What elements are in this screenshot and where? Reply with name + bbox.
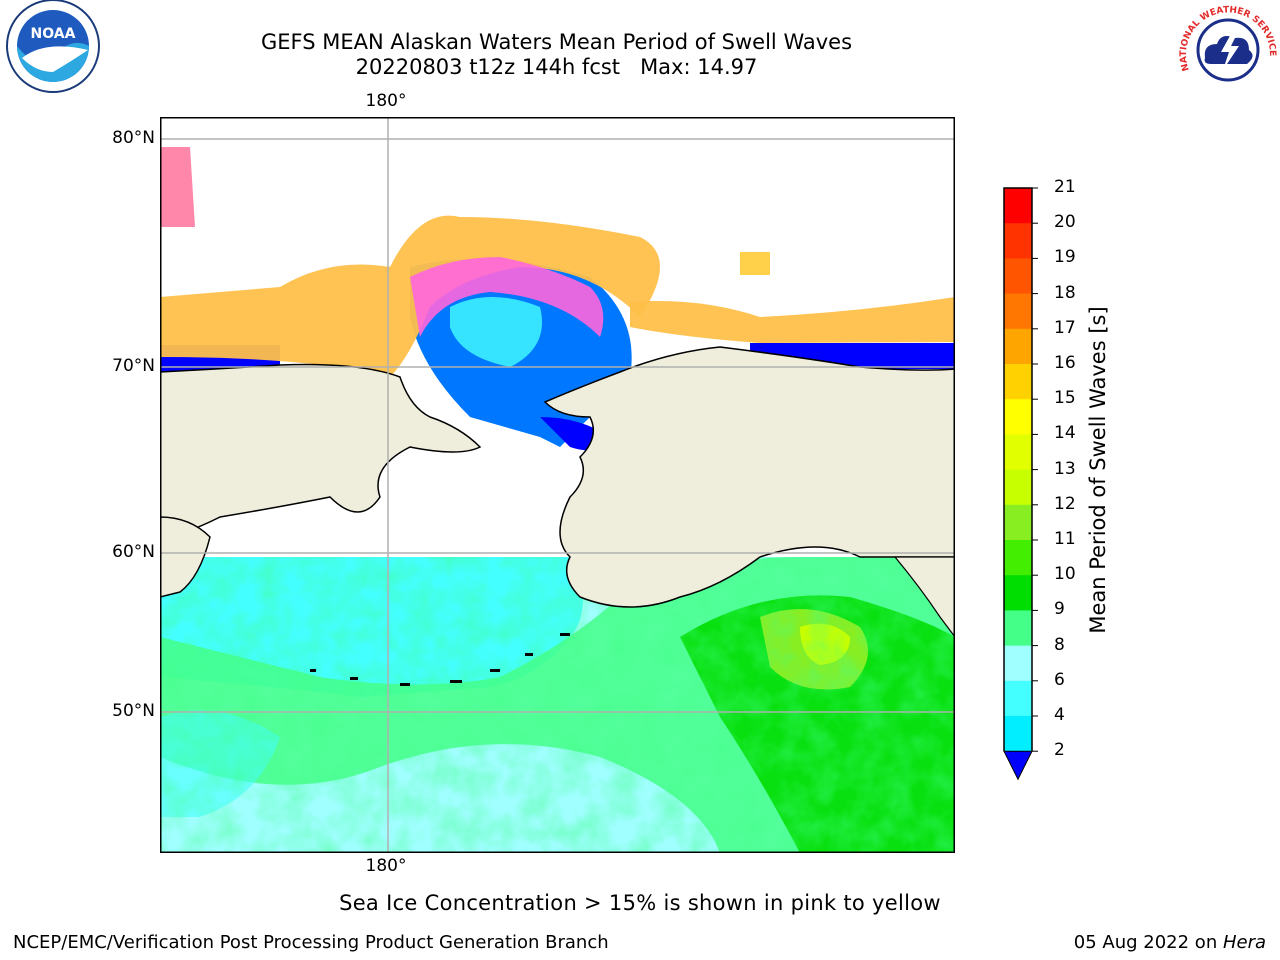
noaa-logo-text: NOAA — [31, 26, 76, 42]
land-kamchatka-coast — [159, 516, 211, 598]
colorbar-tick-label: 19 — [1054, 247, 1076, 268]
colorbar-tick-label: 9 — [1054, 599, 1065, 620]
nws-logo-icon: NATIONAL WEATHER SERVICE — [1175, 0, 1280, 106]
colorbar-swatch — [1004, 364, 1032, 400]
swell-texture — [160, 557, 955, 853]
colorbar-tick-label: 15 — [1054, 388, 1076, 409]
colorbar-svg — [1003, 187, 1038, 781]
noaa-logo-icon: NOAA — [0, 0, 106, 106]
footer-date: 05 Aug 2022 on Hera — [1074, 932, 1266, 953]
map-gridlines — [160, 117, 955, 853]
footer-machine: Hera — [1222, 932, 1266, 953]
colorbar-under-arrow — [1003, 750, 1033, 781]
colorbar-tick-label: 10 — [1054, 564, 1076, 585]
colorbar-tick-label: 12 — [1054, 493, 1076, 514]
map-panel — [159, 117, 956, 853]
colorbar-swatch — [1004, 504, 1032, 541]
colorbar-tick-label: 18 — [1054, 282, 1076, 303]
lat-label-60: 60°N — [112, 542, 155, 562]
colorbar-swatch — [1004, 188, 1032, 224]
colorbar-swatch — [1004, 293, 1032, 330]
colorbar-tick-label: 21 — [1054, 177, 1076, 197]
colorbar-swatch — [1004, 434, 1032, 471]
sea-ice-orange — [160, 215, 660, 377]
colorbar-tick-label: 8 — [1054, 634, 1065, 655]
colorbar-swatch — [1004, 223, 1032, 259]
colorbar-tick-label: 16 — [1054, 353, 1076, 373]
footer-branch: NCEP/EMC/Verification Post Processing Pr… — [13, 932, 609, 953]
colorbar-label: Mean Period of Swell Waves [s] — [1086, 306, 1110, 634]
colorbar-swatch — [1004, 645, 1032, 682]
colorbar-swatch — [1004, 540, 1032, 576]
colorbar-tick-label: 17 — [1054, 317, 1076, 338]
lon-label-top: 180° — [365, 91, 407, 111]
chart-title: GEFS MEAN Alaskan Waters Mean Period of … — [260, 30, 853, 54]
colorbar-swatch — [1004, 680, 1032, 717]
sea-ice-caption: Sea Ice Concentration > 15% is shown in … — [339, 891, 941, 915]
colorbar-tick-label: 13 — [1054, 458, 1076, 479]
sea-ice-beaufort — [630, 297, 955, 343]
colorbar — [1000, 186, 1050, 786]
sea-ice-pink — [410, 257, 604, 337]
colorbar-tick-label: 14 — [1054, 423, 1076, 444]
footer-date-text: 05 Aug 2022 on — [1073, 932, 1223, 953]
lat-label-80: 80°N — [112, 128, 155, 148]
colorbar-swatch — [1004, 328, 1032, 365]
colorbar-swatch — [1004, 716, 1032, 752]
land-bc-coast — [893, 556, 956, 639]
colorbar-tick-label: 11 — [1054, 529, 1076, 549]
lat-label-70: 70°N — [112, 356, 155, 376]
colorbar-swatch — [1004, 469, 1032, 506]
sea-ice-patch — [740, 252, 770, 275]
lon-label-bottom: 180° — [365, 856, 407, 876]
colorbar-tick-label: 2 — [1054, 740, 1065, 761]
land-alaska — [543, 346, 956, 608]
colorbar-tick-label: 6 — [1054, 669, 1065, 690]
map-frame — [160, 117, 955, 853]
colorbar-tick-label: 20 — [1054, 212, 1076, 233]
land-chukotka — [159, 363, 482, 538]
chart-subtitle: 20220803 t12z 144h fcst Max: 14.97 — [355, 55, 758, 79]
colorbar-tick-label: 4 — [1054, 705, 1065, 725]
colorbar-swatch — [1004, 575, 1032, 611]
colorbar-swatch — [1004, 399, 1032, 435]
lat-label-50: 50°N — [112, 701, 155, 721]
aleutian-islands — [310, 633, 570, 686]
chukchi-swell-cyan — [450, 297, 542, 367]
sea-ice-siberia-pink — [160, 147, 195, 227]
colorbar-swatch — [1004, 610, 1032, 647]
colorbar-swatch — [1004, 258, 1032, 295]
map-svg — [159, 117, 956, 853]
